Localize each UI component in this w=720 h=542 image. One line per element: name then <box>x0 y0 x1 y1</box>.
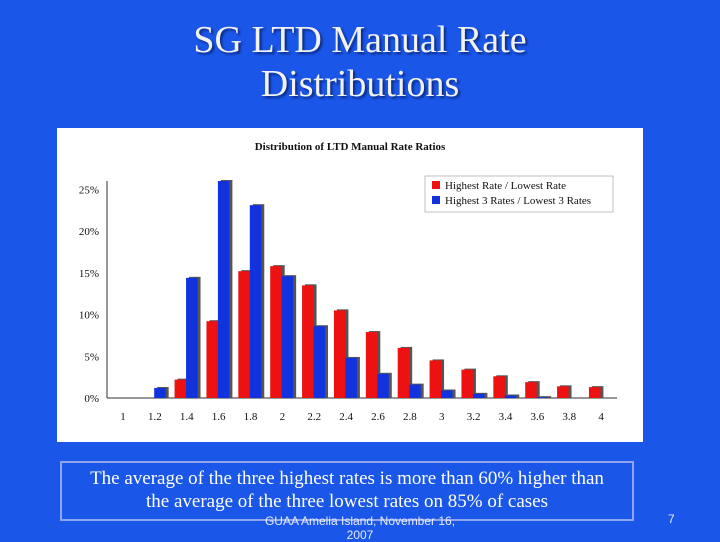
bar-highest3-lowest3 <box>409 384 421 398</box>
bar-highest-lowest <box>397 347 410 398</box>
bar-highest3-lowest3 <box>536 397 549 398</box>
bar-highest3-lowest3 <box>313 326 326 398</box>
y-tick-label: 5% <box>84 351 99 363</box>
x-tick-label: 3.8 <box>562 411 576 423</box>
bar-highest3-lowest3 <box>186 277 198 398</box>
chart-panel: Distribution of LTD Manual Rate Ratios 0… <box>57 128 643 442</box>
x-tick-label: 1.8 <box>244 411 258 423</box>
slide-title-line1: SG LTD Manual Rate <box>193 19 527 61</box>
slide-title: SG LTD Manual Rate Distributions <box>0 18 720 106</box>
chart-axes <box>106 181 617 399</box>
legend-swatch <box>432 196 440 204</box>
y-tick-label: 20% <box>79 226 99 238</box>
bar-highest-lowest <box>461 369 473 398</box>
legend-box <box>424 175 614 213</box>
bar-highest-lowest <box>238 271 250 398</box>
bar-highest-lowest <box>270 266 282 398</box>
x-tick-label: 1.2 <box>148 411 162 423</box>
caption-box: The average of the three highest rates i… <box>60 461 634 521</box>
bar-highest3-lowest3 <box>441 390 453 398</box>
bar-highest-lowest <box>333 310 346 398</box>
chart-title: Distribution of LTD Manual Rate Ratios <box>255 141 446 153</box>
footer-text: GUAA Amelia Island, November 16, 2007 <box>264 514 456 542</box>
x-tick-label: 2.6 <box>371 411 385 423</box>
legend-swatch <box>432 181 440 189</box>
bar-highest3-lowest3 <box>504 395 517 398</box>
x-tick-label: 1 <box>120 411 126 423</box>
y-tick-label: 25% <box>79 184 99 196</box>
y-tick-label: 10% <box>79 310 99 322</box>
bar-highest-lowest <box>174 379 187 398</box>
bar-highest-lowest <box>557 386 569 398</box>
bar-highest-lowest <box>525 382 537 398</box>
y-tick-label: 15% <box>79 268 99 280</box>
chart-legend: Highest Rate / Lowest Rate Highest 3 Rate… <box>424 175 614 213</box>
x-tick-label: 3 <box>439 411 445 423</box>
x-tick-label: 2 <box>280 411 286 423</box>
bar-highest-lowest <box>365 332 378 398</box>
bar-highest3-lowest3 <box>154 387 166 398</box>
x-tick-label: 3.6 <box>530 411 544 423</box>
x-tick-label: 2.4 <box>339 411 353 423</box>
chart-tick-labels: 0% 5% 10% 15% 20% 25% 1 1.2 1.4 1.6 1.8 2 2.2 2.4 2.6 2… <box>79 184 604 423</box>
x-tick-label: 1.6 <box>212 411 226 423</box>
bar-highest-lowest <box>206 321 218 398</box>
caption-line2: the average of the three lowest rates on… <box>146 491 548 512</box>
bar-highest-lowest <box>429 360 442 398</box>
bar-highest-lowest <box>588 387 601 398</box>
x-tick-label: 2.2 <box>307 411 321 423</box>
legend-label: Highest 3 Rates / Lowest 3 Rates <box>445 195 591 207</box>
bar-highest3-lowest3 <box>281 276 294 398</box>
x-tick-label: 1.4 <box>180 411 194 423</box>
chart-bars <box>154 180 604 398</box>
bar-highest3-lowest3 <box>472 393 485 398</box>
bar-highest-lowest <box>302 285 314 398</box>
bar-highest-lowest <box>493 376 505 398</box>
x-tick-label: 2.8 <box>403 411 417 423</box>
slide-title-line2: Distributions <box>260 63 460 105</box>
caption-line1: The average of the three highest rates i… <box>90 468 604 489</box>
bar-highest3-lowest3 <box>377 373 389 398</box>
bar-highest3-lowest3 <box>345 357 357 398</box>
legend-label: Highest Rate / Lowest Rate <box>445 180 566 192</box>
x-tick-label: 4 <box>598 411 604 423</box>
x-tick-label: 3.4 <box>499 411 513 423</box>
page-number: 7 <box>668 512 675 526</box>
y-tick-label: 0% <box>84 393 99 405</box>
bar-highest3-lowest3 <box>249 205 262 398</box>
x-tick-label: 3.2 <box>467 411 481 423</box>
bar-shadow <box>539 396 552 398</box>
bar-chart: Distribution of LTD Manual Rate Ratios 0… <box>79 141 617 423</box>
bar-highest3-lowest3 <box>217 181 230 398</box>
